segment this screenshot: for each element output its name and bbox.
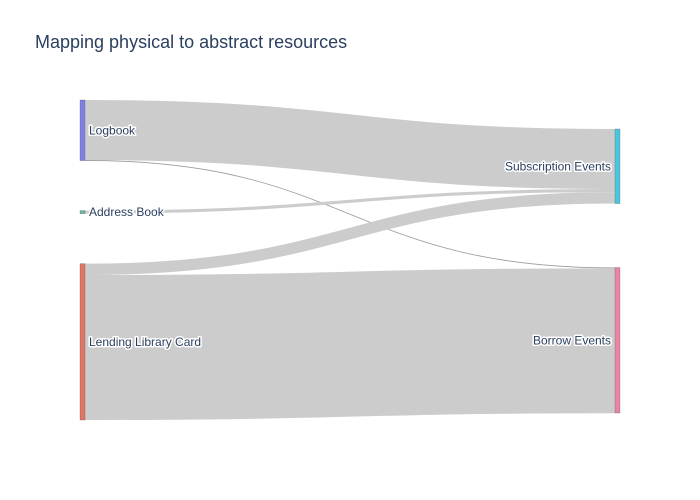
link-lending-library-card-to-subscription-events[interactable] — [84, 192, 616, 276]
node-label-subscription-events: Subscription Events — [505, 159, 611, 173]
node-label-lending-library-card: Lending Library Card — [89, 335, 201, 349]
link-logbook-to-subscription-events[interactable] — [84, 100, 616, 190]
chart-title: Mapping physical to abstract resources — [35, 32, 348, 52]
link-address-book-to-subscription-events[interactable] — [84, 189, 616, 214]
node-label-borrow-events: Borrow Events — [533, 333, 611, 347]
node-label-logbook: Logbook — [89, 123, 136, 137]
link-lending-library-card-to-borrow-events[interactable] — [84, 268, 616, 420]
node-subscription-events[interactable] — [614, 128, 621, 204]
node-logbook[interactable] — [79, 99, 86, 161]
node-lending-library-card[interactable] — [79, 263, 86, 421]
node-label-address-book: Address Book — [89, 205, 165, 219]
node-address-book[interactable] — [79, 210, 86, 214]
node-borrow-events[interactable] — [614, 267, 621, 414]
link-logbook-to-borrow-events[interactable] — [84, 160, 616, 269]
